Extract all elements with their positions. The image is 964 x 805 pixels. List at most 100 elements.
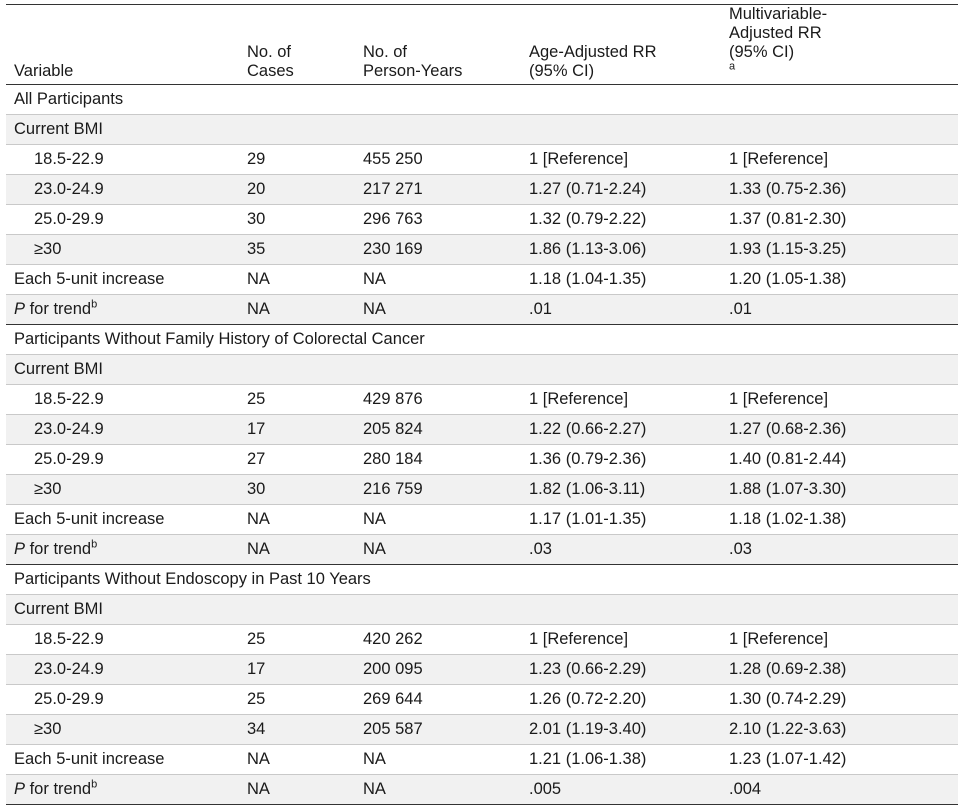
person-years-cell: 205 824 [355,414,521,445]
multivariable-cell: 1.28 (0.69-2.38) [721,654,958,685]
cases-cell: 25 [239,384,355,415]
header-age-adjusted-rr: Age-Adjusted RR (95% CI) [521,4,721,85]
table-row: Each 5-unit increase NA NA 1.17 (1.01-1.35)… [6,504,958,535]
trend-label: P for trendb [6,294,239,325]
empty-cell [521,594,721,625]
cases-cell: NA [239,534,355,565]
subheading-label: Current BMI [6,114,239,145]
footnote-marker-b: b [91,298,98,311]
multivariable-cell: .01 [721,294,958,325]
multivariable-cell: 1.88 (1.07-3.30) [721,474,958,505]
age-adjusted-cell: 1 [Reference] [521,624,721,655]
cases-cell: NA [239,744,355,775]
table-row: Each 5-unit increase NA NA 1.18 (1.04-1.35)… [6,264,958,295]
p-letter: P [14,300,26,318]
empty-cell [721,114,958,145]
header-variable: Variable [6,4,239,85]
empty-cell [721,354,958,385]
cases-cell: 27 [239,444,355,475]
person-years-cell: NA [355,264,521,295]
subheading-row: Current BMI [6,114,958,145]
table-row: 23.0-24.9 17 200 095 1.23 (0.66-2.29) 1.28 (… [6,654,958,685]
table-row: 23.0-24.9 20 217 271 1.27 (0.71-2.24) 1.33 (… [6,174,958,205]
table-row: 25.0-29.9 30 296 763 1.32 (0.79-2.22) 1.37 (… [6,204,958,235]
multivariable-cell: 1 [Reference] [721,144,958,175]
age-adjusted-cell: 1.23 (0.66-2.29) [521,654,721,685]
results-table: Variable No. of Cases No. of Person-Year… [6,4,958,805]
row-label: ≥30 [6,234,239,265]
table-row: ≥30 34 205 587 2.01 (1.19-3.40) 2.10 (1.22-3… [6,714,958,745]
person-years-cell: NA [355,534,521,565]
cases-cell: 34 [239,714,355,745]
empty-cell [521,354,721,385]
row-label: Each 5-unit increase [6,504,239,535]
cases-cell: 29 [239,144,355,175]
table-row: 18.5-22.9 25 429 876 1 [Reference] 1 [Refere… [6,384,958,415]
age-adjusted-cell: .03 [521,534,721,565]
trend-label: P for trendb [6,534,239,565]
empty-cell [239,114,355,145]
multivariable-cell: 1.27 (0.68-2.36) [721,414,958,445]
age-adjusted-cell: 1.18 (1.04-1.35) [521,264,721,295]
person-years-cell: 269 644 [355,684,521,715]
cases-cell: 30 [239,474,355,505]
age-adjusted-cell: 1.32 (0.79-2.22) [521,204,721,235]
empty-cell [239,594,355,625]
header-cases: No. of Cases [239,4,355,85]
age-adjusted-cell: .005 [521,774,721,805]
table-row: 18.5-22.9 29 455 250 1 [Reference] 1 [Refere… [6,144,958,175]
row-label: 25.0-29.9 [6,444,239,475]
cases-cell: 35 [239,234,355,265]
multivariable-cell: 1.33 (0.75-2.36) [721,174,958,205]
person-years-cell: 205 587 [355,714,521,745]
cases-cell: 20 [239,174,355,205]
empty-cell [355,594,521,625]
multivariable-cell: 1.93 (1.15-3.25) [721,234,958,265]
subheading-row: Current BMI [6,594,958,625]
section-title: All Participants [6,84,958,115]
person-years-cell: 296 763 [355,204,521,235]
age-adjusted-cell: 1.36 (0.79-2.36) [521,444,721,475]
person-years-cell: 420 262 [355,624,521,655]
footnote-marker-a: a [729,60,736,73]
multivariable-cell: 1 [Reference] [721,624,958,655]
person-years-cell: 217 271 [355,174,521,205]
age-adjusted-cell: 1.17 (1.01-1.35) [521,504,721,535]
trend-row: P for trendb NA NA .005.004 [6,774,958,805]
age-adjusted-cell: 1 [Reference] [521,144,721,175]
person-years-cell: NA [355,744,521,775]
empty-cell [721,594,958,625]
row-label: ≥30 [6,474,239,505]
person-years-cell: 230 169 [355,234,521,265]
person-years-cell: NA [355,294,521,325]
multivariable-cell: 1.40 (0.81-2.44) [721,444,958,475]
age-adjusted-cell: 1.27 (0.71-2.24) [521,174,721,205]
age-adjusted-cell: 1.26 (0.72-2.20) [521,684,721,715]
cases-cell: NA [239,504,355,535]
person-years-cell: NA [355,504,521,535]
table-row: 25.0-29.9 25 269 644 1.26 (0.72-2.20) 1.30 (… [6,684,958,715]
age-adjusted-cell: 2.01 (1.19-3.40) [521,714,721,745]
trend-text: for trend [25,780,92,798]
p-letter: P [14,540,26,558]
table-row: ≥30 30 216 759 1.82 (1.06-3.11) 1.88 (1.07-3… [6,474,958,505]
empty-cell [521,114,721,145]
trend-label: P for trendb [6,774,239,805]
trend-text: for trend [25,540,92,558]
row-label: 18.5-22.9 [6,384,239,415]
cases-cell: 25 [239,624,355,655]
subheading-row: Current BMI [6,354,958,385]
person-years-cell: 429 876 [355,384,521,415]
row-label: 18.5-22.9 [6,144,239,175]
row-label: 23.0-24.9 [6,654,239,685]
row-label: ≥30 [6,714,239,745]
table-body: All Participants Current BMI 18.5-22.9 29 45… [6,84,958,805]
subheading-label: Current BMI [6,354,239,385]
section-title: Participants Without Family History of C… [6,324,958,355]
person-years-cell: 200 095 [355,654,521,685]
trend-row: P for trendb NA NA .03.03 [6,534,958,565]
row-label: 25.0-29.9 [6,204,239,235]
multivariable-cell: .004 [721,774,958,805]
section-title-row: All Participants [6,84,958,115]
